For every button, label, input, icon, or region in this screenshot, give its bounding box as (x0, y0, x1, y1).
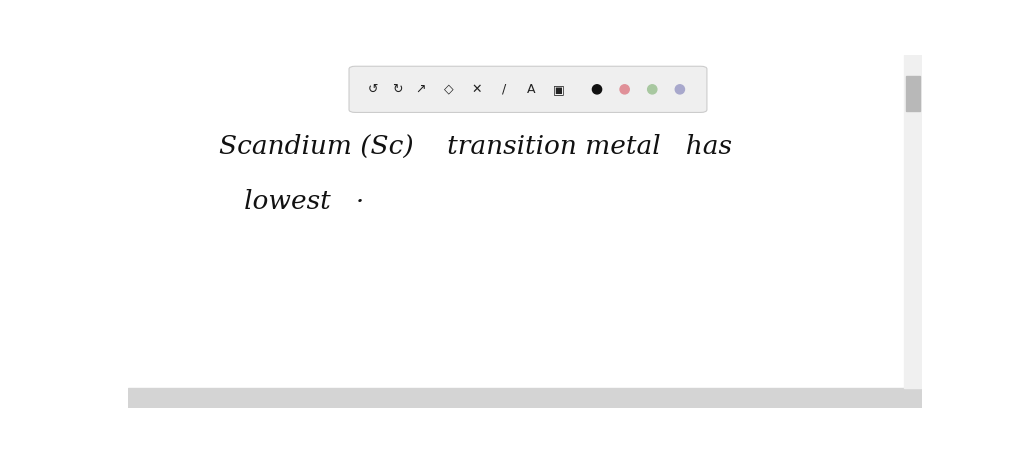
Ellipse shape (593, 85, 602, 94)
Text: ◇: ◇ (443, 83, 454, 96)
Bar (905, 76, 920, 111)
Text: /: / (502, 83, 506, 96)
Ellipse shape (675, 85, 684, 94)
Bar (904, 55, 922, 388)
Ellipse shape (647, 85, 656, 94)
FancyBboxPatch shape (349, 66, 707, 113)
Text: ↺: ↺ (368, 83, 378, 96)
Text: ↻: ↻ (391, 83, 402, 96)
Text: ↗: ↗ (416, 83, 426, 96)
Text: lowest   ·: lowest · (219, 189, 365, 214)
Text: ✕: ✕ (471, 83, 481, 96)
Text: Scandium (Sc)    transition metal   has: Scandium (Sc) transition metal has (219, 134, 732, 159)
Bar (128, 388, 922, 408)
Text: A: A (527, 83, 536, 96)
Text: ▣: ▣ (553, 83, 565, 96)
Ellipse shape (620, 85, 630, 94)
